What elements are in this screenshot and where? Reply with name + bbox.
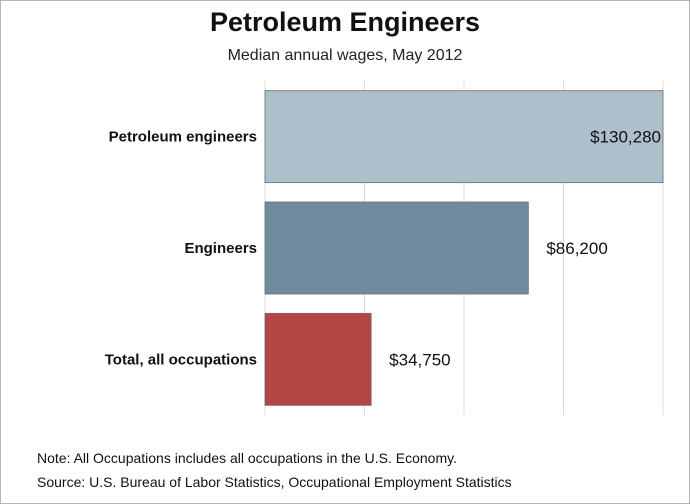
bar-1 xyxy=(264,90,664,184)
bar-3 xyxy=(264,312,372,406)
value-label: $130,280 xyxy=(590,128,661,147)
chart-source: Source: U.S. Bureau of Labor Statistics,… xyxy=(37,474,512,490)
value-label: $86,200 xyxy=(546,239,607,258)
chart-note: Note: All Occupations includes all occup… xyxy=(37,450,457,466)
bar-chart-plot: Petroleum engineers $130,280 Engineers $86,… xyxy=(105,81,664,415)
chart-title: Petroleum Engineers xyxy=(209,7,481,37)
bar-2 xyxy=(264,201,529,295)
category-label: Total, all occupations xyxy=(105,351,257,368)
category-label: Engineers xyxy=(184,240,257,257)
value-label: $34,750 xyxy=(389,350,450,369)
category-label: Petroleum engineers xyxy=(109,129,257,146)
chart-subtitle: Median annual wages, May 2012 xyxy=(227,47,463,64)
